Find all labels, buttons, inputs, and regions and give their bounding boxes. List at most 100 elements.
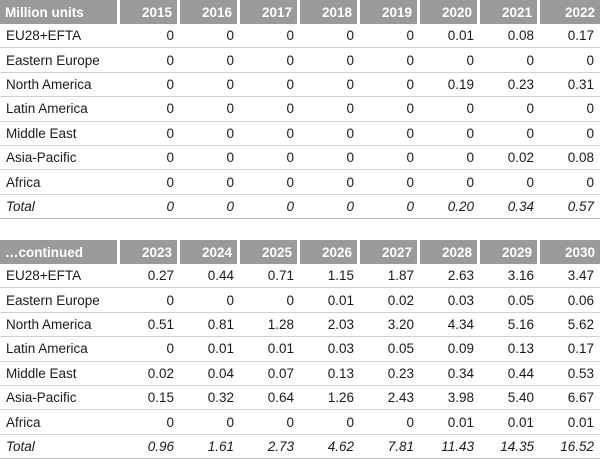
value-cell: 0 xyxy=(120,170,180,195)
value-cell: 0 xyxy=(360,97,420,122)
total-row: Total 0 0 0 0 0 0.20 0.34 0.57 xyxy=(0,195,600,220)
value-cell: 0 xyxy=(480,122,540,146)
region-label: Asia-Pacific xyxy=(0,386,120,411)
year-header: 2020 xyxy=(420,0,480,24)
value-cell: 0 xyxy=(120,410,180,435)
table-row: Eastern Europe 0 0 0 0 0 0 0 0 xyxy=(0,48,600,73)
value-cell: 0.06 xyxy=(540,288,600,313)
value-cell: 0 xyxy=(480,48,540,73)
value-cell: 0 xyxy=(420,170,480,195)
units-table-2023-2030: …continued 2023 2024 2025 2026 2027 2028 2029 20… xyxy=(0,240,600,459)
value-cell: 0.23 xyxy=(480,73,540,98)
value-cell: 0.32 xyxy=(180,386,240,411)
value-cell: 0.01 xyxy=(480,410,540,435)
table-row: EU28+EFTA 0.27 0.44 0.71 1.15 1.87 2.63 3.16 3.4… xyxy=(0,264,600,289)
year-header: 2026 xyxy=(300,240,360,264)
value-cell: 0.03 xyxy=(300,337,360,362)
value-cell: 0 xyxy=(360,195,420,220)
region-label: Asia-Pacific xyxy=(0,146,120,171)
table-row: Latin America 0 0.01 0.01 0.03 0.05 0.09 0.13 0.… xyxy=(0,337,600,362)
value-cell: 0.34 xyxy=(420,362,480,386)
value-cell: 0 xyxy=(120,288,180,313)
value-cell: 2.03 xyxy=(300,313,360,338)
table-header: …continued 2023 2024 2025 2026 2027 2028 2029 20… xyxy=(0,240,600,264)
value-cell: 0 xyxy=(240,122,300,146)
year-header: 2023 xyxy=(120,240,180,264)
value-cell: 1.87 xyxy=(360,264,420,289)
value-cell: 0.44 xyxy=(480,362,540,386)
value-cell: 0 xyxy=(180,24,240,49)
region-label: Africa xyxy=(0,170,120,195)
value-cell: 0.02 xyxy=(120,362,180,386)
table-header: Million units 2015 2016 2017 2018 2019 2020 202… xyxy=(0,0,600,24)
value-cell: 2.63 xyxy=(420,264,480,289)
value-cell: 5.40 xyxy=(480,386,540,411)
value-cell: 0 xyxy=(300,122,360,146)
year-header: 2019 xyxy=(360,0,420,24)
value-cell: 0.02 xyxy=(360,288,420,313)
value-cell: 0 xyxy=(540,48,600,73)
value-cell: 0 xyxy=(360,122,420,146)
table-body: EU28+EFTA 0 0 0 0 0 0.01 0.08 0.17 Eastern Europe… xyxy=(0,24,600,220)
value-cell: 0 xyxy=(180,288,240,313)
value-cell: 0 xyxy=(360,410,420,435)
value-cell: 0 xyxy=(300,170,360,195)
value-cell: 0.51 xyxy=(120,313,180,338)
value-cell: 0 xyxy=(180,146,240,171)
value-cell: 0 xyxy=(480,170,540,195)
value-cell: 4.34 xyxy=(420,313,480,338)
year-header: 2021 xyxy=(480,0,540,24)
value-cell: 0 xyxy=(240,170,300,195)
year-header: 2016 xyxy=(180,0,240,24)
value-cell: 1.15 xyxy=(300,264,360,289)
region-label: Africa xyxy=(0,410,120,435)
value-cell: 0.15 xyxy=(120,386,180,411)
value-cell: 5.16 xyxy=(480,313,540,338)
value-cell: 0.01 xyxy=(420,24,480,49)
value-cell: 0 xyxy=(360,24,420,49)
value-cell: 0 xyxy=(120,73,180,98)
value-cell: 0 xyxy=(300,146,360,171)
table-row: Latin America 0 0 0 0 0 0 0 0 xyxy=(0,97,600,122)
value-cell: 0 xyxy=(540,170,600,195)
header-label: Million units xyxy=(0,0,120,24)
value-cell: 0 xyxy=(240,48,300,73)
value-cell: 0.64 xyxy=(240,386,300,411)
table-row: Middle East 0.02 0.04 0.07 0.13 0.23 0.34 0.44 0… xyxy=(0,362,600,386)
value-cell: 0 xyxy=(180,97,240,122)
value-cell: 0 xyxy=(300,97,360,122)
value-cell: 4.62 xyxy=(300,435,360,459)
year-header: 2024 xyxy=(180,240,240,264)
region-label: Eastern Europe xyxy=(0,48,120,73)
value-cell: 0.13 xyxy=(480,337,540,362)
value-cell: 0.04 xyxy=(180,362,240,386)
region-label: EU28+EFTA xyxy=(0,264,120,289)
region-label: Middle East xyxy=(0,122,120,146)
value-cell: 7.81 xyxy=(360,435,420,459)
year-header: 2018 xyxy=(300,0,360,24)
value-cell: 0 xyxy=(360,73,420,98)
value-cell: 0 xyxy=(540,97,600,122)
value-cell: 0 xyxy=(300,410,360,435)
value-cell: 0 xyxy=(300,195,360,220)
value-cell: 0 xyxy=(360,146,420,171)
value-cell: 3.20 xyxy=(360,313,420,338)
value-cell: 0 xyxy=(420,146,480,171)
value-cell: 0.01 xyxy=(420,410,480,435)
value-cell: 11.43 xyxy=(420,435,480,459)
value-cell: 0 xyxy=(240,288,300,313)
value-cell: 0 xyxy=(240,146,300,171)
value-cell: 0.34 xyxy=(480,195,540,220)
value-cell: 0.05 xyxy=(360,337,420,362)
value-cell: 0 xyxy=(420,97,480,122)
value-cell: 0 xyxy=(120,146,180,171)
region-label: Middle East xyxy=(0,362,120,386)
value-cell: 0 xyxy=(180,122,240,146)
value-cell: 0.01 xyxy=(180,337,240,362)
value-cell: 0 xyxy=(300,73,360,98)
units-table-2015-2022: Million units 2015 2016 2017 2018 2019 2020 202… xyxy=(0,0,600,220)
value-cell: 0.20 xyxy=(420,195,480,220)
value-cell: 0 xyxy=(180,73,240,98)
region-label: Total xyxy=(0,195,120,220)
value-cell: 0 xyxy=(240,195,300,220)
